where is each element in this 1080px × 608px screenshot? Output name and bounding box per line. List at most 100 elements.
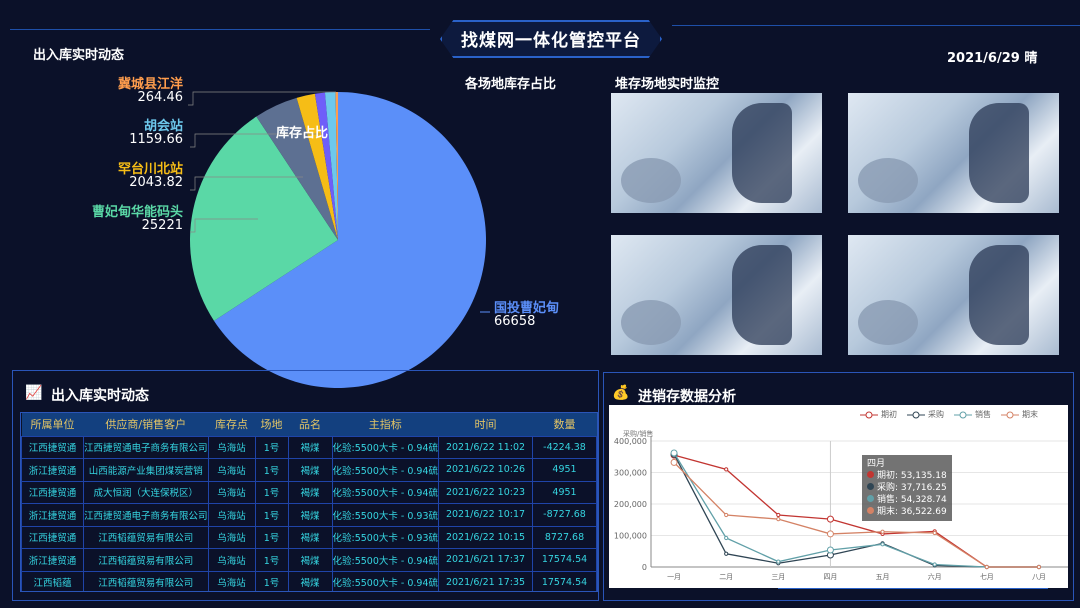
- table-cell: 江西韬蕴贸易有限公司: [83, 548, 209, 572]
- table-row[interactable]: 江西捷贸通 江西韬蕴贸易有限公司 乌海站 1号 褐煤 化验:5500大卡 - 0.93硫 2…: [21, 525, 597, 549]
- series-dot-icon: [867, 495, 874, 502]
- table-cell: -8727.68: [532, 503, 597, 527]
- data-point[interactable]: [670, 449, 678, 457]
- table-cell: 乌海站: [207, 503, 256, 527]
- legend-item[interactable]: 销售: [954, 409, 991, 420]
- line-chart: 0100,000200,000300,000400,000一月 二月 三月 四月 五月六…: [614, 436, 1068, 581]
- table-header[interactable]: 场地: [255, 413, 289, 436]
- monitor-title: 堆存场地实时监控: [615, 77, 720, 92]
- table-header[interactable]: 数量: [532, 413, 597, 436]
- pie-center-label: 库存占比: [276, 126, 329, 141]
- legend-item[interactable]: 采购: [907, 409, 944, 420]
- table-row[interactable]: 江西捷贸通 成大恒润（大连保税区） 乌海站 1号 褐煤 化验:5500大卡 - 0.94硫…: [21, 480, 597, 504]
- pie-section-title: 出入库实时动态: [33, 48, 125, 63]
- table-header[interactable]: 所属单位: [21, 413, 84, 436]
- trend-chart-icon: 📈: [25, 385, 43, 401]
- table-header[interactable]: 供应商/销售客户: [83, 413, 209, 436]
- table-cell: 乌海站: [207, 458, 256, 482]
- table-cell: 1号: [254, 548, 289, 572]
- legend-item[interactable]: 期末: [1001, 409, 1038, 420]
- table-row[interactable]: 浙江捷贸通 江西捷贸通电子商务有限公司 乌海站 1号 褐煤 化验:5500大卡 - 0.9…: [21, 503, 597, 527]
- pie-label-name: 罕台川北站: [117, 162, 183, 177]
- pie-slice[interactable]: [314, 92, 338, 240]
- pie-label-name: 胡会站: [143, 119, 183, 134]
- table-cell: 乌海站: [207, 525, 256, 549]
- y-axis-label: 采购/销售: [623, 430, 654, 438]
- table-cell: 1号: [254, 570, 289, 591]
- io-table: 所属单位 供应商/销售客户 库存点 场地 品名 主指标 时间 数量 江西捷贸通 江西捷贸通电子商务…: [20, 412, 598, 592]
- x-tick-label: 六月: [928, 572, 942, 581]
- pie-label-line: [190, 133, 320, 148]
- table-cell: 江西捷贸通: [21, 525, 84, 549]
- table-cell: 江西捷贸通电子商务有限公司: [83, 435, 209, 459]
- data-point[interactable]: [1036, 564, 1042, 570]
- pie-label-line: [190, 176, 303, 191]
- x-tick-label: 七月: [980, 572, 994, 581]
- data-point[interactable]: [826, 530, 834, 538]
- legend-label: 采购: [928, 410, 944, 419]
- data-point[interactable]: [826, 546, 834, 554]
- table-cell: 乌海站: [207, 548, 256, 572]
- table-cell: 江西捷贸通电子商务有限公司: [83, 503, 209, 527]
- pie-label-line: [188, 91, 336, 106]
- table-cell: 1号: [254, 435, 289, 459]
- table-header[interactable]: 主指标: [332, 413, 439, 436]
- legend-item[interactable]: 期初: [860, 409, 897, 420]
- pie-slice[interactable]: [256, 97, 338, 240]
- data-point[interactable]: [880, 542, 885, 547]
- data-point[interactable]: [724, 551, 729, 556]
- table-cell: 1号: [254, 525, 289, 549]
- series-line-2: [673, 452, 1039, 568]
- data-point[interactable]: [724, 535, 729, 541]
- data-point[interactable]: [724, 512, 729, 518]
- x-tick-label: 四月: [823, 573, 837, 581]
- camera-feed-1[interactable]: [611, 93, 822, 213]
- data-point[interactable]: [776, 517, 781, 522]
- camera-feed-2[interactable]: [848, 93, 1059, 213]
- series-dot-icon: [867, 471, 874, 478]
- data-point[interactable]: [932, 562, 937, 567]
- table-panel: 📈 出入库实时动态 所属单位 供应商/销售客户 库存点 场地 品名 主指标 时间 数量 江西捷贸…: [12, 370, 599, 601]
- title-frame: [440, 20, 662, 58]
- series-dot-icon: [867, 483, 874, 490]
- table-row[interactable]: 江西韬蕴 江西韬蕴贸易有限公司 乌海站 1号 褐煤 化验:5500大卡 - 0.94硫 20…: [21, 570, 597, 591]
- table-cell: 化验:5500大卡 - 0.94硫: [331, 435, 440, 459]
- data-point[interactable]: [984, 564, 989, 570]
- camera-feed-3[interactable]: [611, 235, 822, 355]
- table-cell: 4951: [532, 480, 597, 504]
- table-cell: 2021/6/22 10:15: [438, 525, 534, 549]
- data-point[interactable]: [880, 529, 885, 534]
- tooltip-item: 期初: 53,135.18: [867, 470, 947, 482]
- pie-slice[interactable]: [190, 116, 338, 321]
- money-bag-icon: 💰: [612, 385, 630, 401]
- pie-label-value: 1159.66: [129, 132, 183, 147]
- table-header[interactable]: 品名: [288, 413, 333, 436]
- table-header[interactable]: 库存点: [208, 413, 256, 436]
- table-row[interactable]: 浙江捷贸通 山西能源产业集团煤炭营销 乌海站 1号 褐煤 化验:5500大卡 - 0.94…: [21, 458, 597, 482]
- data-point[interactable]: [776, 512, 781, 518]
- data-point[interactable]: [776, 559, 781, 564]
- table-header[interactable]: 时间: [438, 413, 533, 436]
- table-row[interactable]: 浙江捷贸通 江西韬蕴贸易有限公司 乌海站 1号 褐煤 化验:5500大卡 - 0.94硫 2…: [21, 548, 597, 572]
- data-point[interactable]: [932, 530, 937, 536]
- table-cell: 江西捷贸通: [21, 435, 84, 459]
- data-point[interactable]: [724, 467, 729, 472]
- table-cell: 成大恒润（大连保税区）: [83, 480, 209, 504]
- chart-tooltip: 四月 期初: 53,135.18 采购: 37,716.25 销售: 54,328.…: [862, 455, 952, 521]
- tooltip-value: 销售: 54,328.74: [877, 495, 947, 505]
- pie-slice[interactable]: [335, 92, 338, 240]
- table-cell: 褐煤: [287, 525, 333, 549]
- table-row[interactable]: 江西捷贸通 江西捷贸通电子商务有限公司 乌海站 1号 褐煤 化验:5500大卡 - 0.9…: [21, 435, 597, 459]
- table-cell: 江西韬蕴: [21, 570, 84, 591]
- table-cell: 化验:5500大卡 - 0.93硫: [331, 503, 440, 527]
- pie-slice[interactable]: [296, 93, 338, 241]
- page-title: 找煤网一体化管控平台: [461, 31, 641, 51]
- camera-feed-4[interactable]: [848, 235, 1059, 355]
- pie-slice[interactable]: [214, 92, 487, 388]
- tooltip-item: 销售: 54,328.74: [867, 494, 947, 506]
- chart-panel: 💰 进销存数据分析: [603, 372, 1074, 601]
- table-cell: 2021/6/21 17:37: [438, 548, 534, 572]
- pie-slice[interactable]: [324, 92, 338, 240]
- data-point[interactable]: [670, 458, 678, 466]
- data-point[interactable]: [826, 515, 834, 523]
